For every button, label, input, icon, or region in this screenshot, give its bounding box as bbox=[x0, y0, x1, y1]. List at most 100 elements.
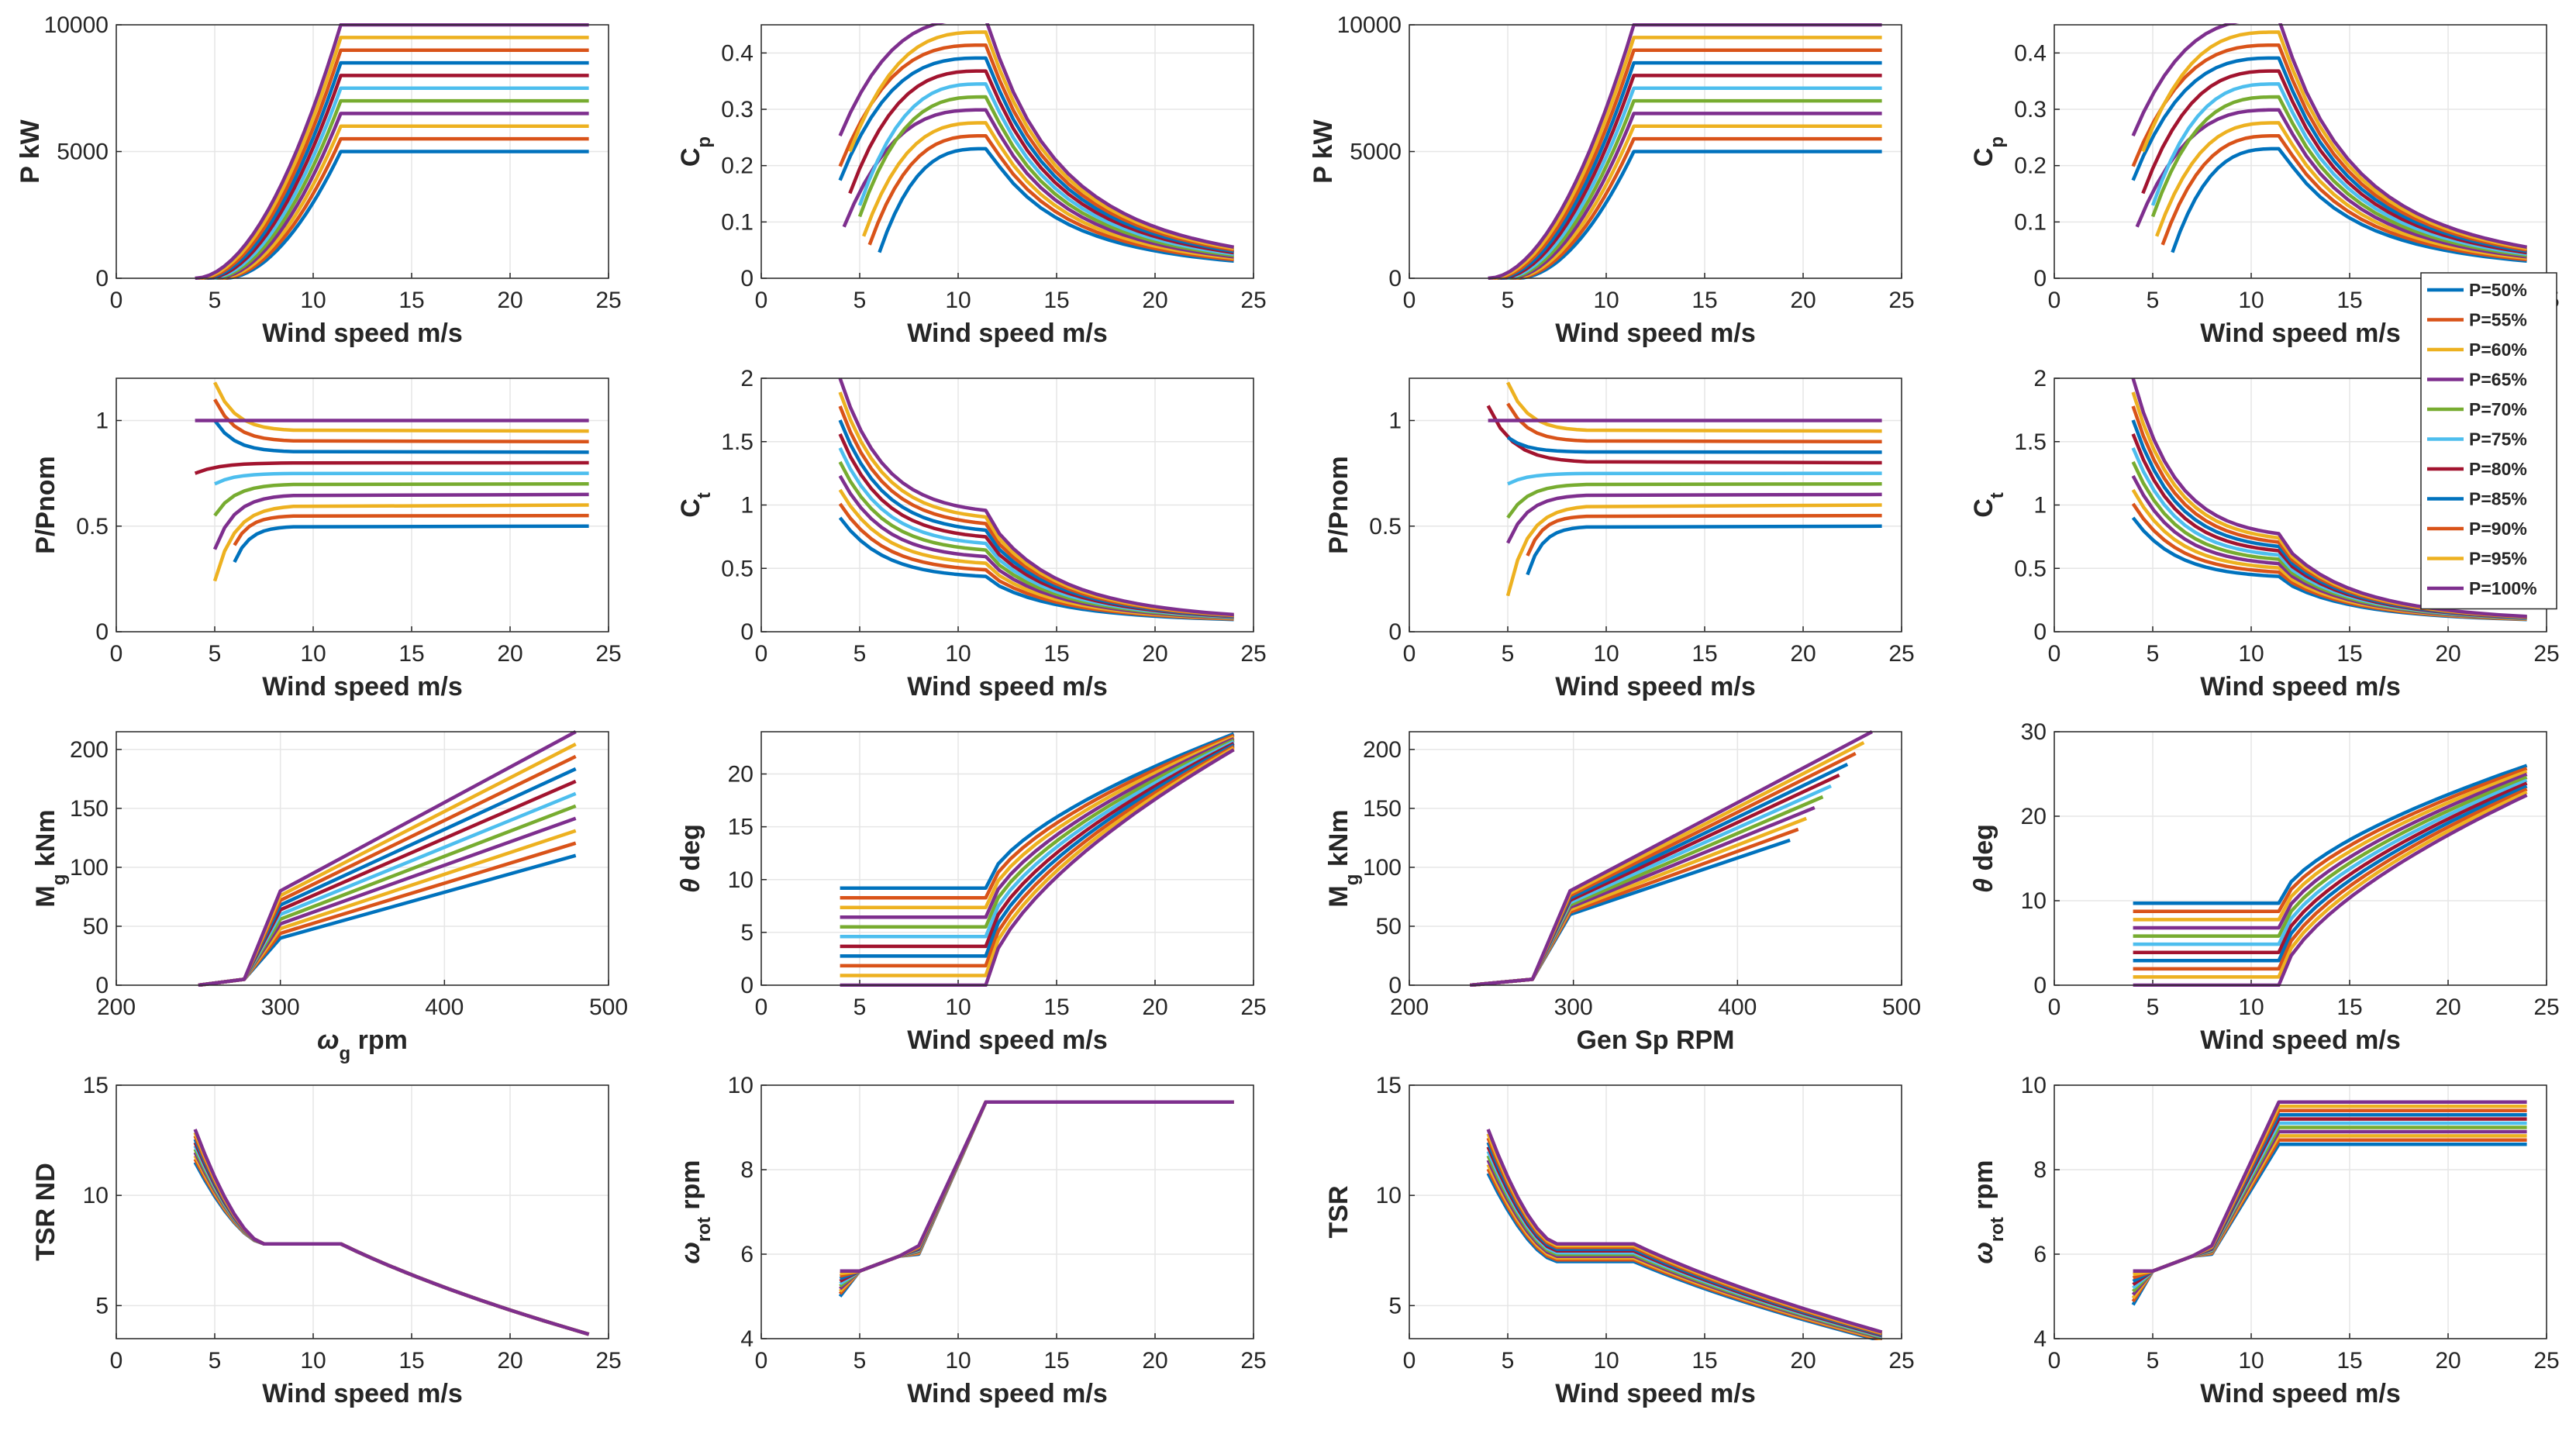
x-axis-label: Wind speed m/s bbox=[2200, 1026, 2401, 1055]
chart-p44: 0 5 10 15 20 25 4 6 8 10 Wind speed m/s ωrot rpm bbox=[1969, 1073, 2560, 1408]
x-tick-label: 400 bbox=[1718, 994, 1757, 1020]
y-tick-label: 0 bbox=[1388, 266, 1402, 291]
series-line-P=55% bbox=[1526, 513, 1882, 557]
axes-box bbox=[760, 377, 1254, 633]
series-line-P=50% bbox=[878, 147, 1234, 263]
y-tick-label: 0.5 bbox=[76, 514, 109, 539]
x-tick-label: 25 bbox=[1240, 641, 1266, 667]
y-axis-label: P/Pnom bbox=[1324, 456, 1354, 554]
axes-box bbox=[116, 731, 609, 986]
x-tick-label: 5 bbox=[853, 288, 867, 313]
x-tick-label: 20 bbox=[2435, 994, 2460, 1020]
axes-box bbox=[1409, 1084, 1902, 1339]
legend-entry: P=95% bbox=[2469, 549, 2527, 569]
series-group bbox=[1486, 381, 1882, 597]
y-tick-label: 2 bbox=[2033, 366, 2047, 391]
x-tick-label: 25 bbox=[2533, 1348, 2559, 1374]
series-line-P=55% bbox=[867, 133, 1234, 262]
x-tick-label: 5 bbox=[209, 641, 222, 667]
series-line-P=100% bbox=[1470, 730, 1873, 987]
y-axis-label: Mg kNm bbox=[31, 809, 70, 907]
x-tick-label: 10 bbox=[1593, 288, 1619, 313]
y-tick-label: 150 bbox=[1363, 796, 1402, 822]
x-axis-label: Wind speed m/s bbox=[1555, 672, 1756, 701]
chart-p43: 0 5 10 15 20 25 5 10 15 Wind speed m/s TSR bbox=[1324, 1073, 1915, 1408]
x-tick-label: 25 bbox=[2533, 994, 2559, 1020]
x-axis-label: Wind speed m/s bbox=[907, 1026, 1108, 1055]
series-line-P=100% bbox=[198, 730, 577, 987]
y-axis-label: θ deg bbox=[1969, 824, 1998, 893]
y-tick-label: 10 bbox=[728, 1073, 753, 1098]
series-line-P=70% bbox=[1506, 482, 1882, 519]
axes-box bbox=[1409, 377, 1902, 633]
y-tick-label: 0.4 bbox=[2014, 40, 2047, 66]
series-line-P=65% bbox=[840, 736, 1235, 919]
chart-p41: 0 5 10 15 20 25 5 10 15 Wind speed m/s TSR ND bbox=[31, 1073, 622, 1408]
series-line-P=60% bbox=[840, 735, 1235, 909]
y-tick-label: 0.1 bbox=[721, 209, 753, 235]
x-tick-label: 15 bbox=[2336, 288, 2362, 313]
x-tick-label: 20 bbox=[2435, 641, 2460, 667]
series-line-P=100% bbox=[838, 377, 1234, 617]
x-tick-label: 0 bbox=[755, 994, 768, 1020]
y-tick-label: 100 bbox=[1363, 855, 1402, 881]
x-axis-label: Wind speed m/s bbox=[1555, 1379, 1756, 1408]
x-tick-label: 25 bbox=[1888, 1348, 1914, 1374]
legend-entry: P=100% bbox=[2469, 578, 2537, 598]
series-line-P=55% bbox=[2160, 133, 2527, 262]
x-tick-label: 10 bbox=[945, 994, 971, 1020]
x-axis-label: Wind speed m/s bbox=[262, 319, 463, 348]
y-tick-label: 1 bbox=[95, 408, 109, 434]
y-tick-label: 20 bbox=[728, 762, 753, 788]
series-line-P=50% bbox=[2171, 147, 2527, 263]
series-line-P=50% bbox=[1526, 524, 1882, 576]
series-line-P=75% bbox=[857, 82, 1234, 257]
series-line-P=100% bbox=[1488, 23, 1882, 280]
x-tick-label: 5 bbox=[853, 994, 867, 1020]
y-tick-label: 0 bbox=[2033, 266, 2047, 291]
x-tick-label: 5 bbox=[1502, 288, 1515, 313]
y-tick-label: 6 bbox=[740, 1242, 753, 1267]
y-axis-label: Cp bbox=[676, 136, 715, 167]
legend-entry: P=70% bbox=[2469, 399, 2527, 419]
series-line-P=60% bbox=[2155, 121, 2527, 260]
y-tick-label: 1 bbox=[1388, 408, 1402, 434]
x-tick-label: 10 bbox=[300, 641, 326, 667]
x-tick-label: 200 bbox=[97, 994, 136, 1020]
chart-p23: 0 5 10 15 20 25 0 0.5 1 Wind speed m/s P/Pnom bbox=[1324, 377, 1915, 701]
y-tick-label: 5 bbox=[1388, 1293, 1402, 1319]
x-tick-label: 20 bbox=[1790, 288, 1816, 313]
x-tick-label: 20 bbox=[1790, 1348, 1816, 1374]
y-tick-label: 0.3 bbox=[2014, 97, 2047, 122]
x-tick-label: 10 bbox=[1593, 641, 1619, 667]
y-tick-label: 0.2 bbox=[2014, 153, 2047, 179]
series-line-P=100% bbox=[838, 23, 1235, 250]
legend-entry: P=90% bbox=[2469, 519, 2527, 539]
series-group bbox=[838, 377, 1234, 622]
x-tick-label: 0 bbox=[1403, 641, 1416, 667]
series-line-P=85% bbox=[2131, 56, 2527, 253]
x-tick-label: 15 bbox=[2336, 994, 2362, 1020]
series-line-P=95% bbox=[1491, 36, 1882, 280]
y-axis-label: Ct bbox=[1969, 492, 2008, 518]
x-axis-label: Wind speed m/s bbox=[907, 672, 1108, 701]
y-tick-label: 10000 bbox=[1337, 12, 1402, 38]
x-tick-label: 5 bbox=[2147, 641, 2160, 667]
x-tick-label: 25 bbox=[1888, 641, 1914, 667]
x-tick-label: 20 bbox=[1142, 1348, 1167, 1374]
series-line-P=75% bbox=[840, 739, 1235, 939]
y-tick-label: 10 bbox=[728, 867, 753, 893]
series-line-P=60% bbox=[2133, 770, 2528, 922]
x-tick-label: 20 bbox=[497, 1348, 522, 1374]
series-group bbox=[2133, 764, 2528, 987]
series-line-P=100% bbox=[840, 1100, 1234, 1274]
x-tick-label: 0 bbox=[755, 1348, 768, 1374]
x-tick-label: 5 bbox=[1502, 641, 1515, 667]
series-line-P=85% bbox=[838, 56, 1234, 253]
x-axis-label: Wind speed m/s bbox=[2200, 1379, 2401, 1408]
x-tick-label: 0 bbox=[2048, 994, 2061, 1020]
y-axis-label: ωrot rpm bbox=[676, 1160, 715, 1263]
x-tick-label: 0 bbox=[110, 1348, 123, 1374]
y-tick-label: 10000 bbox=[44, 12, 109, 38]
series-group bbox=[1470, 730, 1873, 987]
